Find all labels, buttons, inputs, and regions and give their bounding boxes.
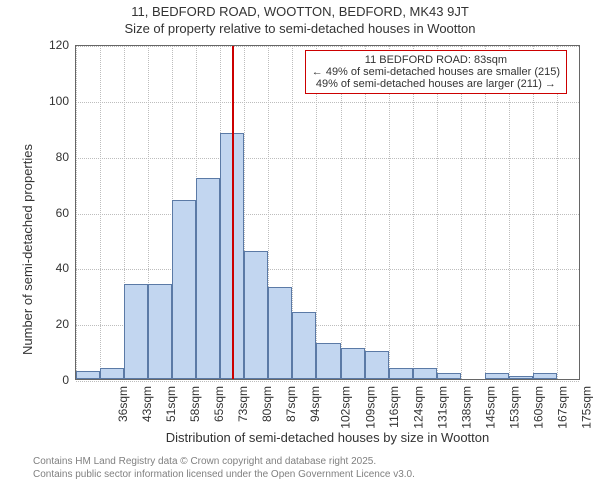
gridline-v [365,46,366,379]
histogram-bar [437,373,461,379]
histogram-bar [365,351,389,379]
attribution-text: Contains HM Land Registry data © Crown c… [33,456,415,481]
histogram-bar [100,368,124,379]
gridline-v [76,46,77,379]
x-tick-label: 94sqm [308,386,322,422]
annotation-line: ← 49% of semi-detached houses are smalle… [312,66,560,78]
x-tick-label: 145sqm [483,386,497,429]
x-tick-label: 58sqm [188,386,202,422]
y-axis-title: Number of semi-detached properties [20,144,35,355]
x-tick-label: 160sqm [532,386,546,429]
gridline-v [557,46,558,379]
gridline-v [341,46,342,379]
histogram-bar [509,376,533,379]
x-tick-label: 131sqm [435,386,449,429]
highlight-line [232,46,234,379]
y-tick-label: 0 [39,373,69,387]
histogram-bar [292,312,316,379]
x-tick-label: 36sqm [116,386,130,422]
annotation-line: 11 BEDFORD ROAD: 83sqm [312,54,560,66]
y-tick-label: 60 [39,206,69,220]
plot-area: 11 BEDFORD ROAD: 83sqm← 49% of semi-deta… [75,45,580,380]
gridline-v [509,46,510,379]
y-tick-label: 20 [39,317,69,331]
gridline-v [413,46,414,379]
x-tick-label: 102sqm [339,386,353,429]
gridline-v [461,46,462,379]
x-tick-label: 65sqm [212,386,226,422]
histogram-bar [413,368,437,379]
x-tick-label: 116sqm [386,386,400,428]
y-tick-label: 80 [39,150,69,164]
attribution-line: Contains HM Land Registry data © Crown c… [33,456,415,469]
chart-title: 11, BEDFORD ROAD, WOOTTON, BEDFORD, MK43… [0,4,600,20]
x-tick-label: 73sqm [236,386,250,422]
x-tick-label: 87sqm [284,386,298,422]
gridline-v [316,46,317,379]
gridline-v [100,46,101,379]
histogram-bar [485,373,509,379]
x-tick-label: 43sqm [140,386,154,422]
chart-subtitle: Size of property relative to semi-detach… [0,21,600,37]
annotation-box: 11 BEDFORD ROAD: 83sqm← 49% of semi-deta… [305,50,567,94]
gridline-h [76,269,579,270]
histogram-bar [341,348,365,379]
histogram-bar [389,368,413,379]
gridline-v [389,46,390,379]
histogram-bar [268,287,292,379]
gridline-h [76,158,579,159]
x-tick-label: 124sqm [411,386,425,429]
x-tick-label: 175sqm [580,386,594,429]
histogram-bar [124,284,148,379]
histogram-bar [76,371,100,379]
gridline-h [76,46,579,47]
histogram-bar [148,284,172,379]
x-axis-title: Distribution of semi-detached houses by … [75,430,580,445]
y-tick-label: 100 [39,94,69,108]
gridline-h [76,214,579,215]
gridline-h [76,102,579,103]
histogram-bar [196,178,220,379]
gridline-v [437,46,438,379]
histogram-bar [244,251,268,379]
x-tick-label: 80sqm [260,386,274,422]
histogram-bar [172,200,196,379]
x-tick-label: 138sqm [459,386,473,429]
attribution-line: Contains public sector information licen… [33,469,415,482]
x-tick-label: 167sqm [556,386,570,429]
x-tick-label: 153sqm [507,386,521,429]
gridline-h [76,381,579,382]
histogram-bar [533,373,557,379]
annotation-line: 49% of semi-detached houses are larger (… [312,78,560,90]
gridline-v [485,46,486,379]
x-tick-label: 109sqm [363,386,377,429]
gridline-v [533,46,534,379]
y-tick-label: 40 [39,261,69,275]
chart-root: { "title": "11, BEDFORD ROAD, WOOTTON, B… [0,0,600,500]
y-tick-label: 120 [39,38,69,52]
histogram-bar [316,343,340,379]
x-tick-label: 51sqm [164,386,178,422]
